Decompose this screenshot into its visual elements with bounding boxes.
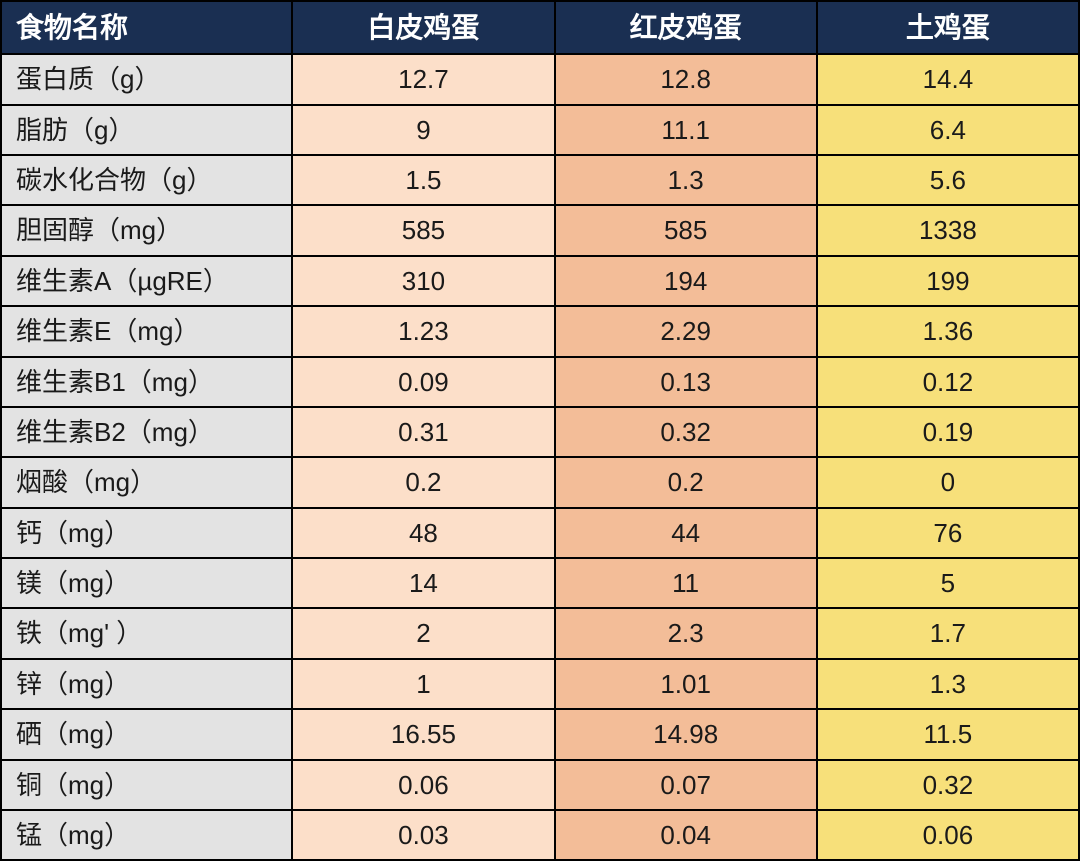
table-row: 铁（mg' ） 2 2.3 1.7 bbox=[1, 608, 1079, 658]
red-egg-value: 44 bbox=[555, 508, 817, 558]
table-row: 蛋白质（g） 12.7 12.8 14.4 bbox=[1, 54, 1079, 104]
nutrient-name: 铜（mg） bbox=[1, 760, 292, 810]
nutrient-name: 镁（mg） bbox=[1, 558, 292, 608]
red-egg-value: 585 bbox=[555, 205, 817, 255]
white-egg-value: 585 bbox=[292, 205, 554, 255]
free-range-value: 0 bbox=[817, 457, 1079, 507]
table-row: 锰（mg） 0.03 0.04 0.06 bbox=[1, 810, 1079, 860]
nutrient-name: 铁（mg' ） bbox=[1, 608, 292, 658]
free-range-value: 11.5 bbox=[817, 709, 1079, 759]
red-egg-value: 12.8 bbox=[555, 54, 817, 104]
white-egg-value: 14 bbox=[292, 558, 554, 608]
header-red-egg: 红皮鸡蛋 bbox=[555, 1, 817, 54]
free-range-value: 1.3 bbox=[817, 659, 1079, 709]
white-egg-value: 9 bbox=[292, 105, 554, 155]
red-egg-value: 0.04 bbox=[555, 810, 817, 860]
red-egg-value: 1.3 bbox=[555, 155, 817, 205]
free-range-value: 76 bbox=[817, 508, 1079, 558]
nutrition-table: 食物名称 白皮鸡蛋 红皮鸡蛋 土鸡蛋 蛋白质（g） 12.7 12.8 14.4… bbox=[0, 0, 1080, 861]
nutrient-name: 钙（mg） bbox=[1, 508, 292, 558]
red-egg-value: 2.3 bbox=[555, 608, 817, 658]
nutrient-name: 烟酸（mg） bbox=[1, 457, 292, 507]
free-range-value: 1.36 bbox=[817, 306, 1079, 356]
white-egg-value: 1.23 bbox=[292, 306, 554, 356]
table-row: 铜（mg） 0.06 0.07 0.32 bbox=[1, 760, 1079, 810]
table-row: 维生素B1（mg） 0.09 0.13 0.12 bbox=[1, 357, 1079, 407]
white-egg-value: 2 bbox=[292, 608, 554, 658]
free-range-value: 14.4 bbox=[817, 54, 1079, 104]
red-egg-value: 194 bbox=[555, 256, 817, 306]
red-egg-value: 0.2 bbox=[555, 457, 817, 507]
nutrient-name: 碳水化合物（g） bbox=[1, 155, 292, 205]
red-egg-value: 14.98 bbox=[555, 709, 817, 759]
free-range-value: 5 bbox=[817, 558, 1079, 608]
table-body: 蛋白质（g） 12.7 12.8 14.4 脂肪（g） 9 11.1 6.4 碳… bbox=[1, 54, 1079, 860]
free-range-value: 199 bbox=[817, 256, 1079, 306]
header-food-name: 食物名称 bbox=[1, 1, 292, 54]
free-range-value: 0.12 bbox=[817, 357, 1079, 407]
red-egg-value: 11 bbox=[555, 558, 817, 608]
nutrient-name: 胆固醇（mg） bbox=[1, 205, 292, 255]
white-egg-value: 0.31 bbox=[292, 407, 554, 457]
table-row: 硒（mg） 16.55 14.98 11.5 bbox=[1, 709, 1079, 759]
table-row: 维生素B2（mg） 0.31 0.32 0.19 bbox=[1, 407, 1079, 457]
free-range-value: 5.6 bbox=[817, 155, 1079, 205]
nutrient-name: 维生素E（mg） bbox=[1, 306, 292, 356]
white-egg-value: 48 bbox=[292, 508, 554, 558]
white-egg-value: 0.06 bbox=[292, 760, 554, 810]
red-egg-value: 1.01 bbox=[555, 659, 817, 709]
red-egg-value: 0.32 bbox=[555, 407, 817, 457]
white-egg-value: 16.55 bbox=[292, 709, 554, 759]
white-egg-value: 310 bbox=[292, 256, 554, 306]
free-range-value: 0.19 bbox=[817, 407, 1079, 457]
free-range-value: 0.32 bbox=[817, 760, 1079, 810]
table-row: 维生素A（µgRE） 310 194 199 bbox=[1, 256, 1079, 306]
free-range-value: 0.06 bbox=[817, 810, 1079, 860]
table-row: 碳水化合物（g） 1.5 1.3 5.6 bbox=[1, 155, 1079, 205]
nutrient-name: 维生素A（µgRE） bbox=[1, 256, 292, 306]
table-row: 锌（mg） 1 1.01 1.3 bbox=[1, 659, 1079, 709]
free-range-value: 1.7 bbox=[817, 608, 1079, 658]
table-row: 胆固醇（mg） 585 585 1338 bbox=[1, 205, 1079, 255]
table-row: 烟酸（mg） 0.2 0.2 0 bbox=[1, 457, 1079, 507]
nutrient-name: 硒（mg） bbox=[1, 709, 292, 759]
nutrient-name: 蛋白质（g） bbox=[1, 54, 292, 104]
red-egg-value: 11.1 bbox=[555, 105, 817, 155]
red-egg-value: 0.07 bbox=[555, 760, 817, 810]
nutrient-name: 锰（mg） bbox=[1, 810, 292, 860]
table-row: 钙（mg） 48 44 76 bbox=[1, 508, 1079, 558]
free-range-value: 6.4 bbox=[817, 105, 1079, 155]
nutrient-name: 维生素B2（mg） bbox=[1, 407, 292, 457]
white-egg-value: 1.5 bbox=[292, 155, 554, 205]
nutrient-name: 脂肪（g） bbox=[1, 105, 292, 155]
header-white-egg: 白皮鸡蛋 bbox=[292, 1, 554, 54]
white-egg-value: 0.03 bbox=[292, 810, 554, 860]
table-row: 脂肪（g） 9 11.1 6.4 bbox=[1, 105, 1079, 155]
red-egg-value: 0.13 bbox=[555, 357, 817, 407]
white-egg-value: 0.09 bbox=[292, 357, 554, 407]
nutrient-name: 维生素B1（mg） bbox=[1, 357, 292, 407]
nutrition-table-container: 食物名称 白皮鸡蛋 红皮鸡蛋 土鸡蛋 蛋白质（g） 12.7 12.8 14.4… bbox=[0, 0, 1080, 861]
nutrient-name: 锌（mg） bbox=[1, 659, 292, 709]
header-row: 食物名称 白皮鸡蛋 红皮鸡蛋 土鸡蛋 bbox=[1, 1, 1079, 54]
red-egg-value: 2.29 bbox=[555, 306, 817, 356]
white-egg-value: 1 bbox=[292, 659, 554, 709]
table-row: 维生素E（mg） 1.23 2.29 1.36 bbox=[1, 306, 1079, 356]
table-row: 镁（mg） 14 11 5 bbox=[1, 558, 1079, 608]
white-egg-value: 0.2 bbox=[292, 457, 554, 507]
header-free-range: 土鸡蛋 bbox=[817, 1, 1079, 54]
free-range-value: 1338 bbox=[817, 205, 1079, 255]
white-egg-value: 12.7 bbox=[292, 54, 554, 104]
